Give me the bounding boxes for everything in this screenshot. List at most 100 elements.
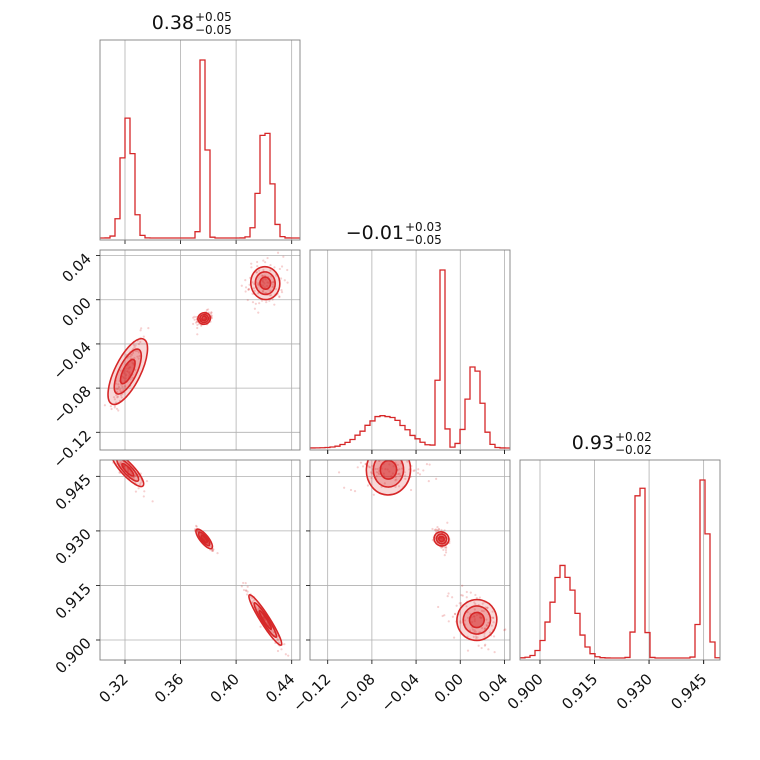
axis-frame	[99, 249, 301, 451]
sample-point	[112, 396, 116, 399]
sample-point	[116, 387, 119, 391]
sample-point	[278, 267, 281, 271]
sample-point	[192, 316, 195, 319]
sample-point	[389, 452, 391, 454]
sample-point	[343, 486, 346, 489]
sample-point	[134, 490, 138, 493]
sample-point	[485, 625, 489, 628]
sample-point	[275, 274, 278, 277]
sample-point	[121, 457, 123, 459]
sample-point	[451, 596, 454, 599]
panel-title-value: 0.38	[152, 12, 194, 34]
sample-point	[483, 635, 486, 638]
sample-point	[447, 620, 450, 623]
contour-level	[258, 609, 273, 631]
sample-point	[133, 346, 136, 349]
sample-point	[131, 376, 134, 379]
panel-content	[110, 454, 290, 657]
sample-point	[453, 612, 457, 616]
sample-point	[271, 298, 274, 301]
sample-point	[264, 261, 267, 264]
sample-point	[283, 643, 286, 646]
sample-point	[472, 635, 475, 638]
sample-point	[504, 628, 507, 631]
sample-point	[397, 472, 400, 476]
sample-point	[269, 269, 272, 272]
sample-point	[119, 369, 122, 372]
sample-point	[268, 294, 271, 297]
sample-point	[412, 469, 415, 472]
sample-point	[356, 466, 359, 469]
sample-point	[485, 618, 488, 621]
sample-point	[130, 353, 134, 356]
sample-point	[428, 463, 431, 466]
sample-point	[466, 649, 470, 652]
sample-point	[371, 472, 374, 475]
sample-point	[119, 462, 122, 465]
x-tick-label: −0.08	[333, 670, 378, 715]
sample-point	[280, 288, 283, 292]
sample-point	[274, 288, 278, 291]
sample-point	[242, 581, 245, 585]
panel-title-upper-error: +0.03	[405, 220, 442, 234]
sample-point	[490, 624, 493, 627]
sample-point	[394, 485, 397, 489]
y-tick-label: −0.08	[50, 382, 95, 427]
sample-point	[483, 627, 486, 631]
sample-point	[443, 546, 446, 549]
sample-point	[256, 264, 259, 268]
sample-point	[336, 454, 338, 456]
sample-point	[253, 289, 256, 293]
sample-point	[194, 321, 198, 324]
sample-point	[131, 351, 135, 355]
sample-point	[246, 590, 249, 593]
sample-point	[120, 456, 122, 458]
sample-point	[378, 460, 381, 462]
sample-point	[400, 455, 402, 457]
x-tick-label: 0.36	[151, 670, 187, 706]
sample-point	[484, 627, 487, 630]
x-tick-label: 0.40	[207, 670, 243, 706]
sample-point	[137, 487, 140, 490]
sample-point	[491, 616, 495, 619]
sample-point	[116, 454, 118, 456]
axis-frame	[309, 249, 511, 451]
sample-point	[286, 281, 289, 284]
sample-point	[365, 443, 367, 445]
sample-point	[398, 472, 401, 475]
sample-point	[409, 488, 413, 492]
sample-point	[134, 474, 137, 477]
sample-point	[440, 528, 443, 532]
axis-frame	[309, 459, 511, 661]
sample-point	[280, 291, 284, 294]
sample-point	[272, 630, 275, 634]
sample-point	[115, 407, 119, 410]
sample-point	[397, 485, 401, 488]
sample-point	[279, 277, 283, 280]
sample-point	[210, 311, 213, 314]
sample-point	[405, 446, 407, 448]
sample-point	[425, 463, 429, 466]
sample-point	[268, 299, 271, 302]
sample-point	[454, 612, 457, 616]
sample-point	[447, 592, 450, 595]
sample-point	[110, 454, 112, 456]
sample-point	[143, 490, 146, 493]
sample-point	[433, 528, 436, 532]
panel-title-value: −0.01	[346, 222, 404, 244]
sample-point	[244, 278, 247, 282]
sample-point	[451, 615, 454, 618]
panel-title-upper-error: +0.05	[195, 10, 232, 24]
sample-point	[255, 271, 258, 274]
sample-point	[261, 289, 264, 293]
sample-point	[403, 447, 405, 449]
sample-point	[269, 289, 272, 293]
sample-point	[377, 471, 380, 474]
sample-point	[193, 318, 196, 321]
sample-point	[463, 619, 466, 622]
panel-title-lower-error: −0.05	[405, 233, 442, 247]
sample-point	[113, 398, 116, 401]
sample-point	[265, 301, 268, 304]
sample-point	[366, 484, 370, 487]
x-tick-label: 0.930	[613, 670, 656, 713]
